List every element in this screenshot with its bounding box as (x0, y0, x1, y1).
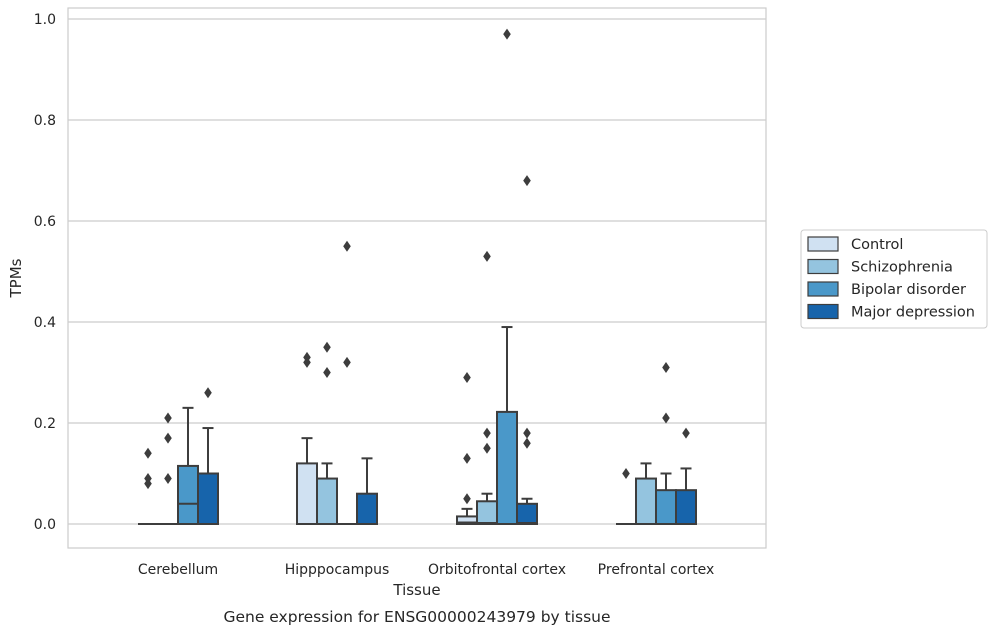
outlier-point (164, 412, 172, 424)
outlier-point (483, 427, 491, 439)
box (356, 492, 378, 526)
outlier-point (144, 473, 152, 485)
outlier-point (523, 427, 531, 439)
y-tick-label: 0.8 (34, 113, 56, 129)
y-axis-title: TPMs (7, 258, 25, 298)
outlier-point (523, 437, 531, 449)
outlier-point (164, 473, 172, 485)
legend-label: Control (851, 237, 903, 253)
outlier-point (463, 452, 471, 464)
x-tick-label: Hipppocampus (285, 562, 390, 578)
outlier-point (204, 387, 212, 399)
outlier-point (523, 175, 531, 187)
box-series (138, 28, 697, 526)
outlier-point (463, 493, 471, 505)
box (296, 462, 318, 525)
legend-swatch (807, 281, 839, 297)
x-tick-labels: Cerebellum Hipppocampus Orbitofrontal cort… (138, 562, 714, 578)
plot-frame (67, 7, 767, 549)
box (476, 500, 498, 525)
outlier-point (323, 341, 331, 353)
x-axis-title: Tissue (392, 581, 440, 599)
series-schizophrenia (158, 250, 657, 525)
outlier-point (144, 447, 152, 459)
legend: Control Schizophrenia Bipolar disorder Majo… (800, 229, 988, 329)
chart-caption: Gene expression for ENSG00000243979 by t… (223, 608, 610, 626)
outlier-point (164, 432, 172, 444)
y-tick-labels: 0.0 0.2 0.4 0.6 0.8 1.0 (34, 12, 56, 533)
series-control (138, 351, 636, 525)
outlier-point (483, 442, 491, 454)
legend-label: Schizophrenia (851, 260, 953, 276)
outlier-point (343, 356, 351, 368)
outlier-point (483, 250, 491, 262)
outlier-point (303, 351, 311, 363)
series-bipolar-disorder (177, 28, 677, 526)
x-tick-label: Cerebellum (138, 562, 218, 578)
box (197, 472, 219, 525)
outlier-point (463, 372, 471, 384)
legend-label: Bipolar disorder (851, 282, 966, 298)
outlier-point (662, 412, 670, 424)
y-tick-label: 1.0 (34, 12, 56, 28)
box (655, 489, 677, 526)
grid-lines (68, 18, 766, 525)
outlier-point (682, 427, 690, 439)
legend-swatch (807, 258, 839, 275)
legend-swatch (807, 236, 839, 252)
outlier-point (622, 468, 630, 479)
legend-swatch (807, 303, 839, 320)
box (496, 410, 518, 526)
y-tick-label: 0.0 (34, 517, 56, 533)
x-tick-label: Orbitofrontal cortex (428, 562, 566, 578)
y-tick-label: 0.2 (34, 416, 56, 432)
legend-frame (800, 229, 988, 329)
outlier-point (323, 367, 331, 378)
outlier-point (503, 28, 511, 40)
box (675, 489, 697, 526)
x-tick-label: Prefrontal cortex (598, 562, 715, 578)
box (635, 477, 657, 525)
outlier-point (343, 240, 351, 252)
y-tick-label: 0.6 (34, 214, 56, 230)
box (516, 502, 538, 525)
outlier-point (662, 361, 670, 373)
box (177, 464, 199, 525)
box (316, 477, 338, 525)
series-major-depression (197, 175, 697, 526)
y-tick-label: 0.4 (34, 315, 56, 331)
legend-label: Major depression (851, 305, 975, 321)
